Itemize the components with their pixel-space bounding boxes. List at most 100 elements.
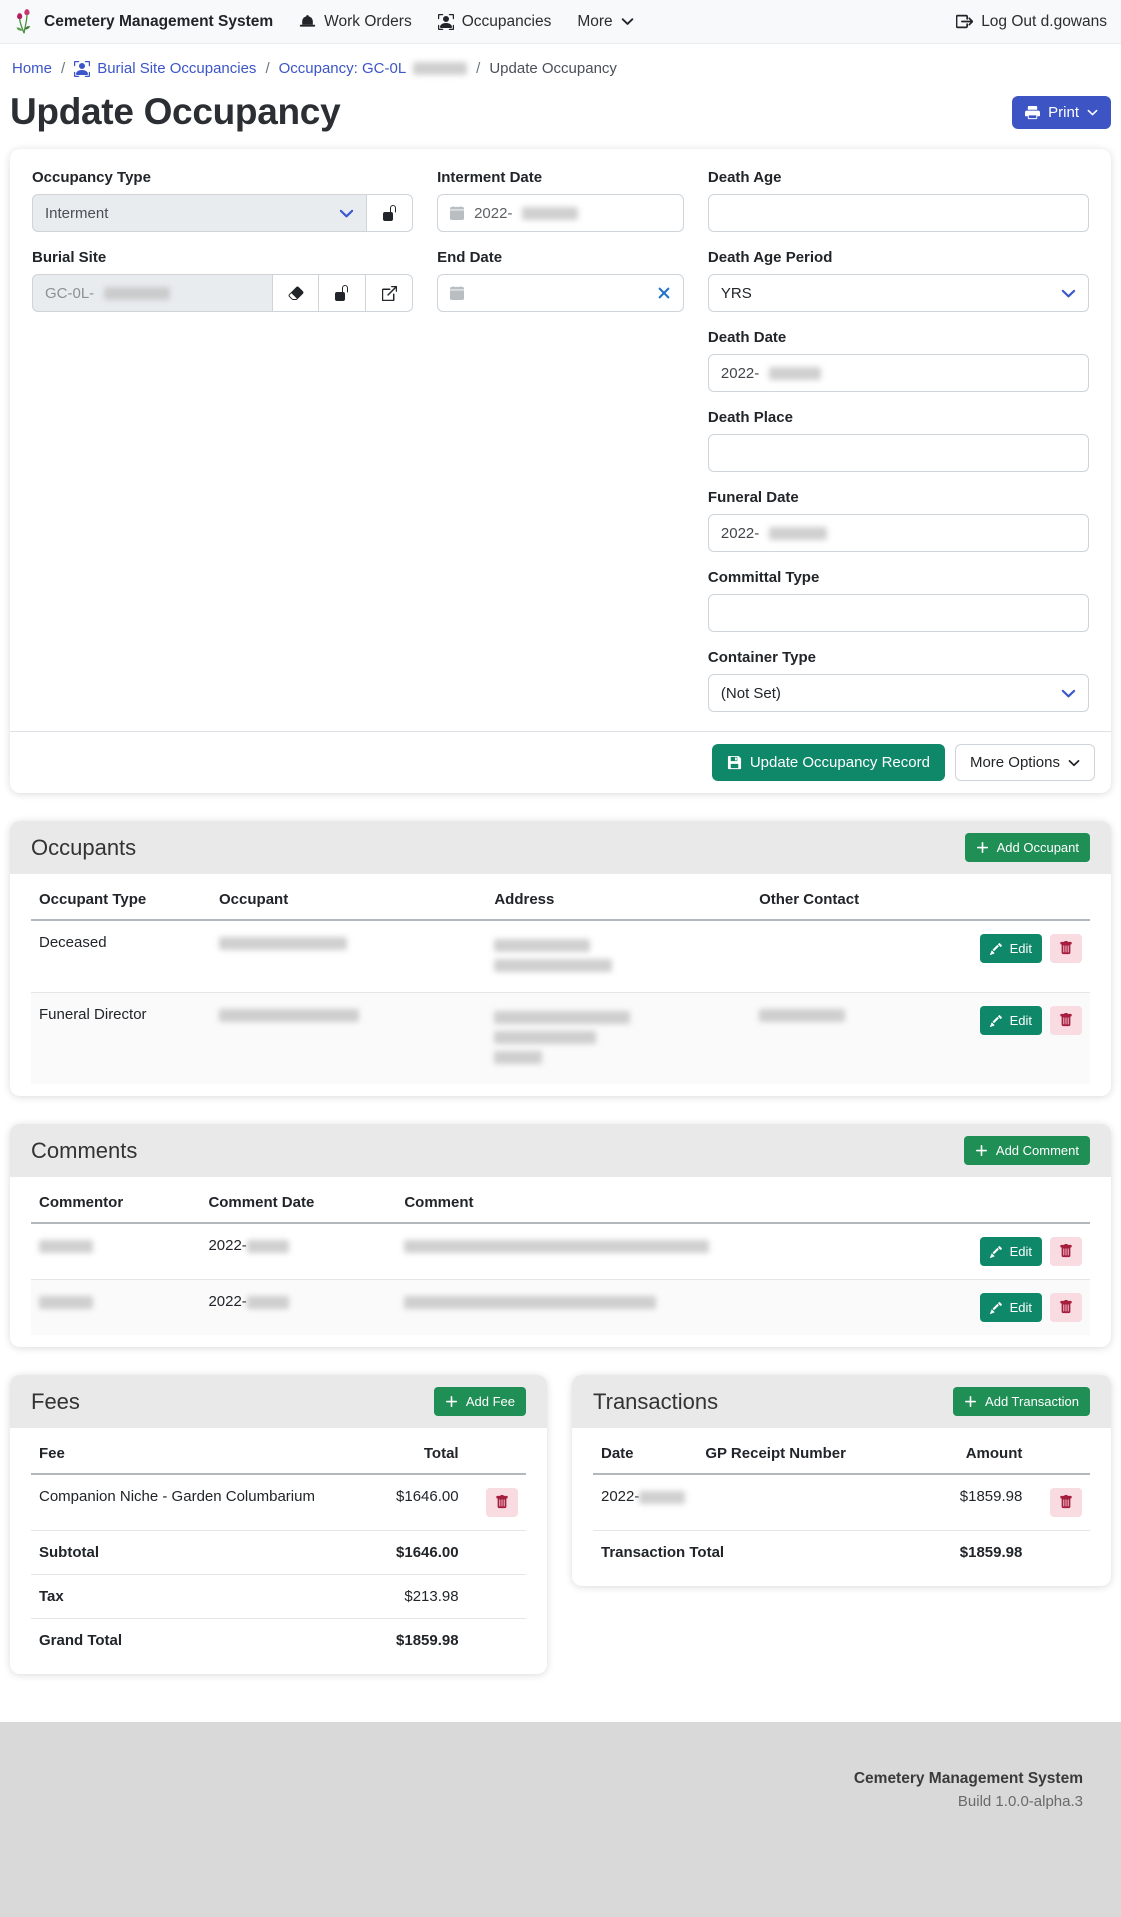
- redacted-text: [404, 1239, 710, 1253]
- fees-card: Fees Add Fee Fee Total: [10, 1375, 547, 1674]
- grand-total-value: $1859.98: [396, 1632, 459, 1649]
- container-type-select[interactable]: (Not Set): [707, 674, 1089, 712]
- delete-occupant-button[interactable]: [1050, 934, 1082, 963]
- transactions-title: Transactions: [593, 1388, 719, 1414]
- funeral-date-input[interactable]: 2022-: [707, 514, 1089, 552]
- nav-item-work-orders[interactable]: Work Orders: [299, 13, 412, 31]
- subtotal-label: Subtotal: [31, 1530, 348, 1575]
- occupancy-type-select[interactable]: Interment: [32, 194, 367, 232]
- death-age-input[interactable]: [707, 194, 1089, 232]
- occupant-name-cell: [211, 920, 487, 993]
- fees-title: Fees: [31, 1388, 80, 1414]
- breadcrumb-separator: /: [61, 60, 66, 77]
- occupant-other-contact-cell: [751, 993, 963, 1085]
- redacted-text: [769, 526, 828, 540]
- redacted-text: [219, 936, 348, 950]
- comments-header: Comments Add Comment: [10, 1124, 1111, 1177]
- redacted-text: [494, 939, 591, 952]
- top-navbar: Cemetery Management System Work Orders O…: [0, 0, 1121, 44]
- redacted-text: [104, 286, 171, 300]
- breadcrumb-occupancy[interactable]: Occupancy: GC-0L: [279, 60, 468, 77]
- column-header: [936, 1181, 1090, 1224]
- redacted-text: [39, 1295, 93, 1309]
- fee-name-cell: Companion Niche - Garden Columbarium: [31, 1474, 348, 1531]
- add-comment-button[interactable]: Add Comment: [963, 1136, 1090, 1165]
- redacted-text: [639, 1490, 686, 1504]
- logout-link[interactable]: Log Out d.gowans: [956, 13, 1107, 31]
- plus-icon: [445, 1395, 458, 1408]
- add-fee-button[interactable]: Add Fee: [433, 1387, 526, 1416]
- interment-date-label: Interment Date: [437, 169, 543, 186]
- occupant-type-cell: Deceased: [31, 920, 212, 993]
- burial-site-unlock-button[interactable]: [319, 274, 367, 312]
- delete-occupant-button[interactable]: [1050, 1006, 1082, 1035]
- calendar-icon: [450, 206, 464, 220]
- breadcrumb-home[interactable]: Home: [12, 60, 53, 77]
- edit-comment-button[interactable]: Edit: [979, 1237, 1042, 1266]
- eraser-icon: [288, 285, 304, 301]
- redacted-text: [759, 1008, 846, 1022]
- breadcrumb-burial-site-occupancies[interactable]: Burial Site Occupancies: [74, 60, 256, 77]
- committal-type-input[interactable]: [707, 594, 1089, 632]
- redacted-text: [246, 1295, 289, 1309]
- trash-icon: [495, 1495, 509, 1509]
- clear-x-icon[interactable]: [657, 286, 671, 300]
- nav-item-label: Work Orders: [324, 12, 412, 30]
- update-occupancy-record-button[interactable]: Update Occupancy Record: [711, 744, 945, 781]
- death-age-label: Death Age: [707, 169, 782, 186]
- occupant-address-cell: [486, 993, 751, 1085]
- edit-occupant-button[interactable]: Edit: [979, 1006, 1042, 1035]
- breadcrumb-separator: /: [476, 60, 481, 77]
- nav-item-label: More: [577, 12, 613, 30]
- burial-site-open-button[interactable]: [366, 274, 414, 312]
- table-row: 2022- Edit: [31, 1279, 1090, 1336]
- plus-icon: [976, 841, 989, 854]
- logout-label: Log Out d.gowans: [981, 12, 1107, 30]
- nav-item-more[interactable]: More: [577, 13, 633, 31]
- unlock-icon: [334, 285, 350, 301]
- container-type-value: (Not Set): [720, 684, 781, 702]
- transaction-total-value: $1859.98: [959, 1544, 1023, 1561]
- death-date-value: 2022-: [720, 364, 760, 382]
- end-date-input[interactable]: [437, 274, 684, 312]
- burial-site-clear-button[interactable]: [272, 274, 320, 312]
- add-fee-label: Add Fee: [465, 1394, 515, 1409]
- death-age-period-select[interactable]: YRS: [707, 274, 1089, 312]
- delete-transaction-button[interactable]: [1050, 1488, 1082, 1517]
- more-options-button[interactable]: More Options: [954, 744, 1095, 781]
- add-occupant-button[interactable]: Add Occupant: [964, 833, 1090, 862]
- column-header: Comment: [396, 1181, 937, 1224]
- tax-label: Tax: [31, 1574, 348, 1619]
- occupancy-type-unlock-button[interactable]: [366, 194, 414, 232]
- delete-comment-button[interactable]: [1050, 1237, 1082, 1266]
- trash-icon: [1059, 941, 1073, 955]
- app-brand[interactable]: Cemetery Management System: [14, 8, 273, 36]
- footer-build-version: Build 1.0.0-alpha.3: [957, 1793, 1083, 1810]
- column-header: Date: [593, 1432, 698, 1475]
- column-header: Occupant Type: [31, 878, 212, 921]
- redacted-text: [494, 1031, 597, 1044]
- death-date-input[interactable]: 2022-: [707, 354, 1089, 392]
- plus-icon: [964, 1395, 977, 1408]
- plus-icon: [975, 1144, 988, 1157]
- commentor-cell: [31, 1280, 200, 1336]
- trash-icon: [1059, 1495, 1073, 1509]
- edit-comment-button[interactable]: Edit: [979, 1293, 1042, 1322]
- print-button[interactable]: Print: [1012, 95, 1111, 129]
- grand-total-label: Grand Total: [39, 1632, 123, 1649]
- edit-occupant-button[interactable]: Edit: [979, 934, 1042, 963]
- interment-date-input[interactable]: 2022-: [437, 194, 684, 232]
- delete-comment-button[interactable]: [1050, 1293, 1082, 1322]
- column-header: Amount: [945, 1432, 1031, 1475]
- delete-fee-button[interactable]: [486, 1488, 518, 1517]
- add-comment-label: Add Comment: [995, 1143, 1079, 1158]
- burial-site-input[interactable]: GC-0L-: [32, 274, 273, 312]
- transaction-amount-cell: $1859.98: [945, 1474, 1031, 1531]
- redacted-text: [246, 1239, 289, 1253]
- nav-item-occupancies[interactable]: Occupancies: [438, 13, 551, 31]
- redacted-text: [769, 366, 822, 380]
- burial-site-value: GC-0L-: [45, 284, 95, 302]
- add-transaction-button[interactable]: Add Transaction: [953, 1387, 1090, 1416]
- death-place-input[interactable]: [707, 434, 1089, 472]
- column-header: Other Contact: [751, 878, 963, 921]
